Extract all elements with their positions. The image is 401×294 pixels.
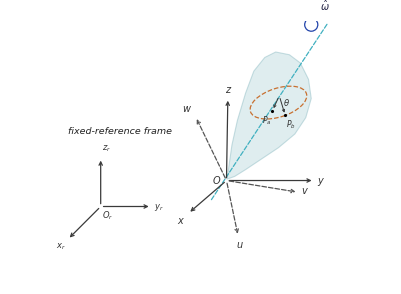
Text: fixed-reference frame: fixed-reference frame [68,127,172,136]
Text: $y_r$: $y_r$ [154,202,164,213]
Text: $P_b$: $P_b$ [286,119,296,131]
Text: $w$: $w$ [182,104,192,114]
Text: $O_r$: $O_r$ [102,210,113,222]
Text: $\theta$: $\theta$ [283,97,290,108]
Text: $v$: $v$ [301,186,309,196]
Text: $x_r$: $x_r$ [56,242,65,252]
Text: $u$: $u$ [236,240,243,250]
Text: $\hat{\omega}$: $\hat{\omega}$ [320,0,330,13]
Text: $y$: $y$ [317,176,325,188]
Polygon shape [227,52,311,179]
Text: $z_r$: $z_r$ [101,144,111,154]
Text: $P_a$: $P_a$ [262,114,271,127]
Text: $O$: $O$ [212,174,222,186]
Text: $z$: $z$ [225,85,232,95]
Text: $x$: $x$ [177,216,185,226]
